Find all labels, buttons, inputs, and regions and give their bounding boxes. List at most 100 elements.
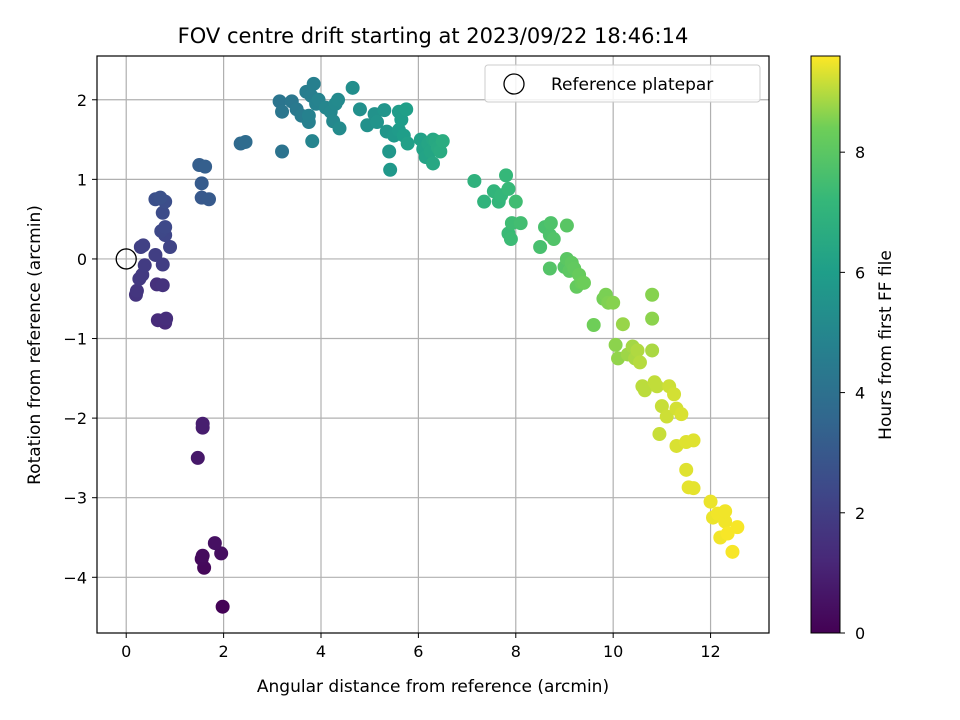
scatter-point (194, 176, 209, 191)
scatter-point (148, 247, 163, 262)
scatter-point (559, 218, 574, 233)
scatter-point (155, 278, 170, 293)
colorbar-tick-label: 2 (855, 504, 865, 523)
scatter-point (718, 504, 733, 519)
y-tick-label: −1 (63, 330, 87, 349)
scatter-point (543, 216, 558, 231)
scatter-point (214, 546, 229, 561)
x-tick-label: 4 (316, 642, 326, 661)
legend: Reference platepar (484, 64, 761, 103)
scatter-point (331, 92, 346, 107)
data-points (115, 76, 745, 614)
x-tick-label: 6 (413, 642, 423, 661)
scatter-point (503, 232, 518, 247)
scatter-point (637, 383, 652, 398)
y-tick-label: 1 (77, 170, 87, 189)
scatter-point (606, 295, 621, 310)
scatter-point (155, 205, 170, 220)
scatter-point (198, 159, 213, 174)
y-tick-label: 2 (77, 91, 87, 110)
colorbar: 0 2 4 6 8 Hours from first FF file (810, 55, 896, 643)
x-tick-label: 10 (603, 642, 623, 661)
plot-frame (96, 55, 770, 634)
scatter-point (332, 121, 347, 136)
scatter-point (370, 115, 384, 130)
y-axis-ticks: −4 −3 −2 −1 0 1 2 (63, 91, 97, 587)
x-axis-ticks: 0 2 4 6 8 10 12 (121, 633, 721, 661)
x-tick-label: 8 (511, 642, 521, 661)
y-tick-label: −4 (63, 568, 87, 587)
scatter-point (382, 144, 397, 159)
scatter-point (399, 102, 414, 117)
scatter-point (674, 407, 689, 422)
scatter-point (426, 156, 440, 171)
scatter-point (513, 216, 528, 231)
scatter-point (137, 258, 152, 273)
scatter-point (159, 311, 174, 326)
x-tick-label: 0 (121, 642, 131, 661)
scatter-point (650, 379, 664, 394)
legend-label: Reference platepar (551, 75, 713, 95)
scatter-point (275, 104, 290, 119)
scatter-point (190, 450, 205, 465)
scatter-point (652, 427, 667, 442)
scatter-point (725, 544, 740, 559)
scatter-point (275, 144, 290, 159)
scatter-point (155, 257, 170, 272)
scatter-point (499, 168, 514, 183)
scatter-point (608, 337, 623, 352)
colorbar-label: Hours from first FF file (876, 250, 896, 440)
scatter-point (306, 76, 321, 91)
scatter-point (345, 80, 360, 95)
scatter-point (305, 134, 320, 149)
colorbar-tick-label: 0 (855, 624, 865, 643)
scatter-point (576, 275, 591, 290)
scatter-point (301, 108, 316, 123)
y-axis-label: Rotation from reference (arcmin) (25, 205, 45, 485)
scatter-point (158, 220, 173, 235)
scatter-point (207, 536, 222, 551)
scatter-point (686, 433, 701, 448)
y-tick-label: −3 (63, 489, 87, 508)
scatter-point (630, 343, 645, 358)
colorbar-tick-label: 8 (855, 143, 865, 162)
y-tick-label: −2 (63, 409, 87, 428)
scatter-point (383, 162, 398, 177)
scatter-point (679, 462, 694, 477)
scatter-point (533, 240, 548, 255)
scatter-point (703, 494, 718, 509)
colorbar-ticks: 0 2 4 6 8 (840, 143, 865, 643)
scatter-point (615, 317, 630, 332)
scatter-point (501, 181, 516, 196)
scatter-point (215, 599, 230, 614)
legend-marker (503, 73, 525, 95)
scatter-point (238, 134, 253, 149)
chart-title: FOV centre drift starting at 2023/09/22 … (178, 24, 689, 48)
scatter-point (686, 481, 701, 496)
scatter-point (659, 409, 674, 424)
scatter-point (136, 238, 151, 253)
scatter-point (645, 287, 660, 302)
scatter-point (163, 240, 178, 255)
colorbar-tick-label: 6 (855, 263, 865, 282)
scatter-point (195, 548, 210, 563)
scatter-point (667, 387, 682, 402)
x-tick-label: 12 (700, 642, 720, 661)
x-tick-label: 2 (219, 642, 229, 661)
scatter-point (730, 520, 745, 535)
scatter-point (718, 514, 733, 529)
scatter-point (645, 343, 660, 358)
scatter-point (477, 194, 492, 209)
scatter-point (508, 194, 523, 209)
scatter-point (546, 232, 561, 247)
colorbar-tick-label: 4 (855, 384, 865, 403)
scatter-point (632, 355, 647, 370)
scatter-point (467, 173, 482, 188)
scatter-point (195, 416, 210, 431)
x-axis-label: Angular distance from reference (arcmin) (257, 677, 609, 697)
colorbar-gradient (810, 55, 841, 634)
scatter-point (435, 134, 450, 149)
scatter-point (202, 192, 216, 207)
reference-marker (115, 248, 137, 270)
